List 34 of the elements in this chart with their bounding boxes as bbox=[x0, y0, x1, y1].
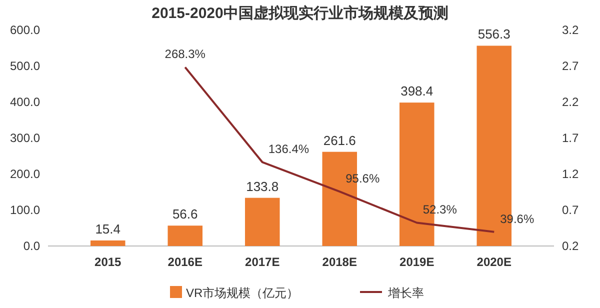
y2-tick-label: 0.7 bbox=[562, 203, 580, 217]
y2-tick-label: 3.2 bbox=[562, 23, 580, 37]
y-tick-label: 200.0 bbox=[10, 167, 40, 181]
y2-tick-label: 0.2 bbox=[562, 239, 580, 253]
bar bbox=[90, 240, 126, 246]
bar bbox=[168, 226, 203, 246]
x-tick-label: 2016E bbox=[168, 255, 202, 269]
y-tick-label: 500.0 bbox=[10, 59, 40, 73]
y2-tick-label: 2.2 bbox=[562, 95, 580, 109]
y-tick-label: 300.0 bbox=[10, 131, 40, 145]
data-label: 56.6 bbox=[172, 206, 198, 222]
y2-tick-label: 1.2 bbox=[562, 167, 580, 181]
x-tick-label: 2017E bbox=[245, 255, 280, 269]
data-label: 261.6 bbox=[323, 132, 356, 148]
x-tick-label: 2015 bbox=[94, 255, 122, 269]
y-tick-label: 0.0 bbox=[23, 239, 40, 253]
legend-label: 增长率 bbox=[387, 286, 424, 300]
x-tick-label: 2018E bbox=[322, 255, 357, 269]
data-label: 268.3% bbox=[164, 47, 206, 62]
data-label: 556.3 bbox=[478, 26, 510, 42]
y2-tick-label: 1.7 bbox=[562, 131, 580, 145]
x-tick-label: 2019E bbox=[400, 255, 434, 269]
data-label: 398.4 bbox=[400, 84, 434, 99]
data-label: 15.4 bbox=[95, 221, 121, 236]
bar bbox=[244, 198, 280, 246]
data-label: 133.8 bbox=[246, 178, 279, 194]
data-label: 136.4% bbox=[268, 142, 310, 156]
y-tick-label: 100.0 bbox=[10, 203, 40, 217]
y-tick-label: 600.0 bbox=[10, 23, 40, 37]
x-tick-label: 2020E bbox=[476, 255, 512, 269]
legend-label: VR市场规模（亿元） bbox=[186, 286, 299, 300]
y2-tick-label: 2.7 bbox=[562, 59, 580, 73]
y-tick-label: 400.0 bbox=[10, 95, 40, 109]
chart-title: 2015-2020中国虚拟现实行业市场规模及预测 bbox=[152, 4, 448, 22]
